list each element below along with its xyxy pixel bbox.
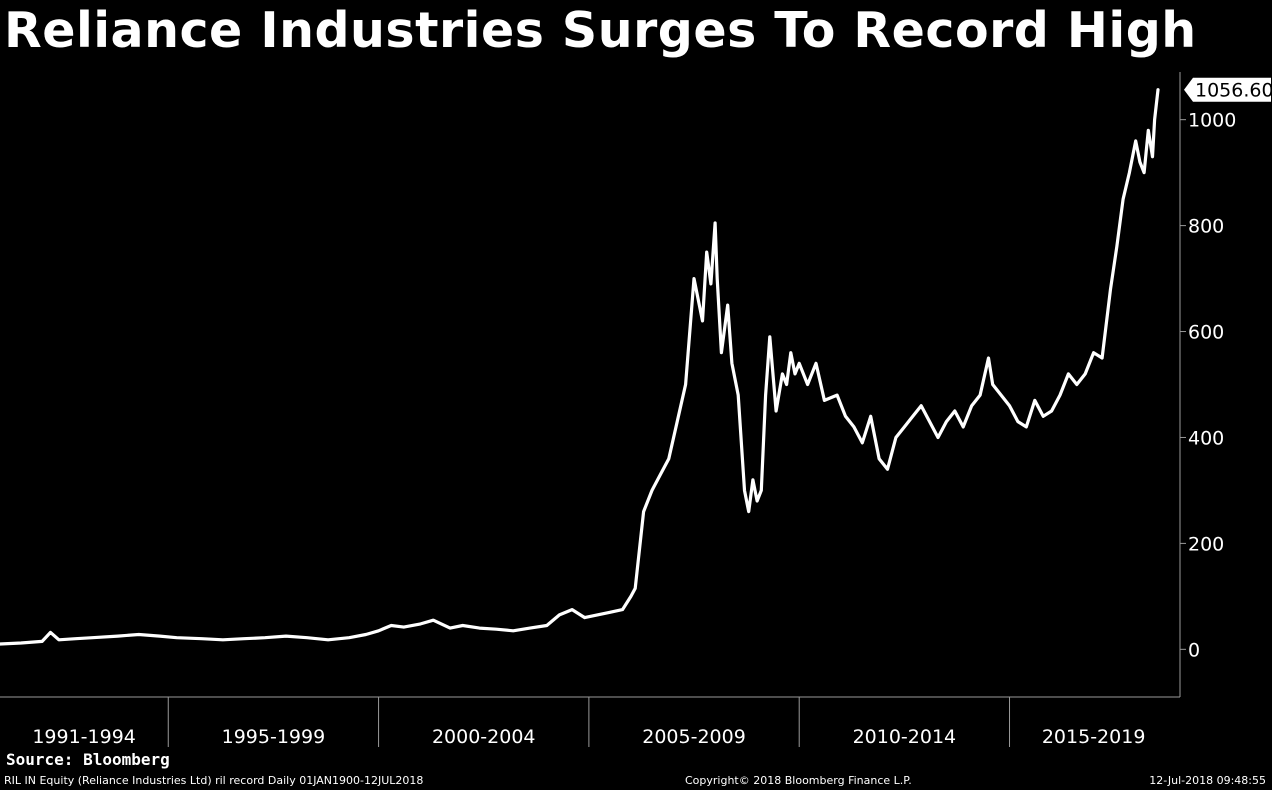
- price-line: [0, 88, 1160, 646]
- x-period-label: 1995-1999: [222, 726, 326, 748]
- y-tick-label: 800: [1188, 216, 1224, 238]
- chart-title: Reliance Industries Surges To Record Hig…: [4, 2, 1197, 59]
- x-period-label: 2005-2009: [642, 726, 746, 748]
- last-value-box: [1184, 77, 1271, 102]
- y-tick-label: 600: [1188, 322, 1224, 344]
- source-note: Source: Bloomberg: [6, 750, 170, 769]
- y-tick-label: 400: [1188, 427, 1224, 449]
- last-value-label: 1056.60: [1195, 80, 1272, 102]
- y-tick-label: 1000: [1188, 110, 1236, 132]
- footer-copyright: Copyright© 2018 Bloomberg Finance L.P.: [685, 774, 912, 787]
- footer-ticker-info: RIL IN Equity (Reliance Industries Ltd) …: [4, 774, 424, 787]
- y-tick-label: 200: [1188, 533, 1224, 555]
- axes: [0, 72, 1181, 698]
- x-axis-period-labels: 1991-1994 1995-1999 2000-2004 2005-2009 2010…: [32, 697, 1145, 748]
- x-period-label: 2015-2019: [1042, 726, 1146, 748]
- footer-timestamp: 12-Jul-2018 09:48:55: [1149, 774, 1266, 787]
- last-value-callout: 1056.60: [1184, 77, 1272, 102]
- plot-area: [0, 88, 1160, 646]
- x-period-label: 2000-2004: [432, 726, 536, 748]
- x-period-label: 1991-1994: [32, 726, 136, 748]
- x-period-label: 2010-2014: [853, 726, 957, 748]
- y-tick-label: 0: [1188, 639, 1200, 661]
- y-axis-ticks: 0 200 400 600 800 1000: [1180, 110, 1236, 661]
